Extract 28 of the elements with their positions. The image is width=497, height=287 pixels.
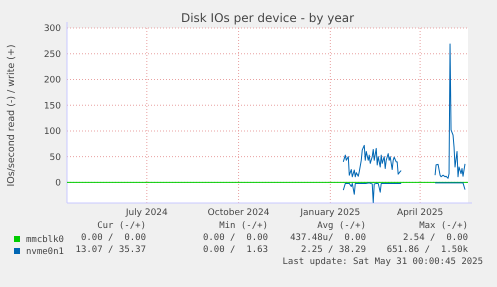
- chart-title: Disk IOs per device - by year: [180, 11, 354, 25]
- x-tick-label: July 2024: [124, 208, 168, 218]
- text: Avg (-/+): [317, 221, 366, 231]
- legend-label: nvme0n1: [26, 247, 64, 257]
- x-tick-label: April 2025: [396, 208, 444, 218]
- text: 437.48u/ 0.00: [290, 233, 366, 243]
- text: 0.00 / 0.00: [202, 233, 268, 243]
- y-tick-label: 50: [50, 152, 62, 163]
- text: Max (-/+): [419, 221, 468, 231]
- text: Min (-/+): [219, 221, 268, 231]
- y-tick-label: 250: [44, 50, 62, 60]
- text: 2.25 / 38.29: [300, 245, 366, 255]
- y-axis-title: IOs/second read (-) / write (+): [6, 44, 17, 187]
- text: 0.00 / 0.00: [80, 233, 146, 243]
- text: 0.00 / 1.63: [202, 245, 268, 255]
- text: Cur (-/+): [97, 221, 146, 231]
- text: 651.86 / 1.50k: [386, 245, 469, 255]
- y-tick-label: 200: [44, 76, 62, 86]
- text: 2.54 / 0.00: [402, 233, 468, 243]
- y-tick-label: 300: [44, 24, 62, 34]
- legend-label: mmcblk0: [26, 235, 64, 245]
- text: Last update: Sat May 31 00:00:45 2025: [282, 257, 483, 267]
- y-tick-label: 0: [55, 178, 62, 189]
- y-tick-label: 150: [44, 101, 62, 112]
- x-tick-label: October 2024: [208, 208, 270, 218]
- text: 13.07 / 35.37: [76, 245, 146, 255]
- x-tick-label: January 2025: [299, 208, 360, 218]
- y-tick-label: 100: [44, 127, 62, 138]
